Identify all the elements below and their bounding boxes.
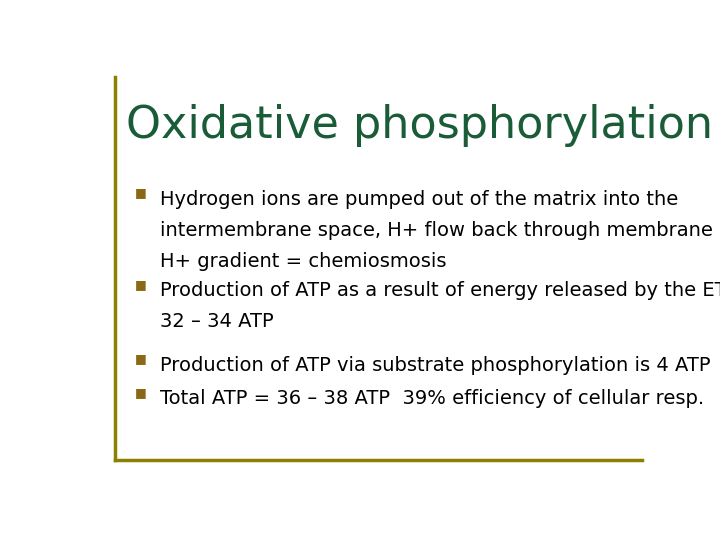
Text: Hydrogen ions are pumped out of the matrix into the: Hydrogen ions are pumped out of the matr… xyxy=(160,190,678,208)
Text: ■: ■ xyxy=(135,186,146,199)
Text: Oxidative phosphorylation: Oxidative phosphorylation xyxy=(126,104,714,147)
Text: ■: ■ xyxy=(135,353,146,366)
Text: ■: ■ xyxy=(135,386,146,399)
Text: Total ATP = 36 – 38 ATP  39% efficiency of cellular resp.: Total ATP = 36 – 38 ATP 39% efficiency o… xyxy=(160,389,704,408)
Text: intermembrane space, H+ flow back through membrane due to: intermembrane space, H+ flow back throug… xyxy=(160,221,720,240)
Text: Production of ATP as a result of energy released by the ETC =: Production of ATP as a result of energy … xyxy=(160,281,720,300)
Text: 32 – 34 ATP: 32 – 34 ATP xyxy=(160,312,274,331)
Text: Production of ATP via substrate phosphorylation is 4 ATP: Production of ATP via substrate phosphor… xyxy=(160,356,710,375)
Text: ■: ■ xyxy=(135,278,146,291)
Text: H+ gradient = chemiosmosis: H+ gradient = chemiosmosis xyxy=(160,252,446,271)
